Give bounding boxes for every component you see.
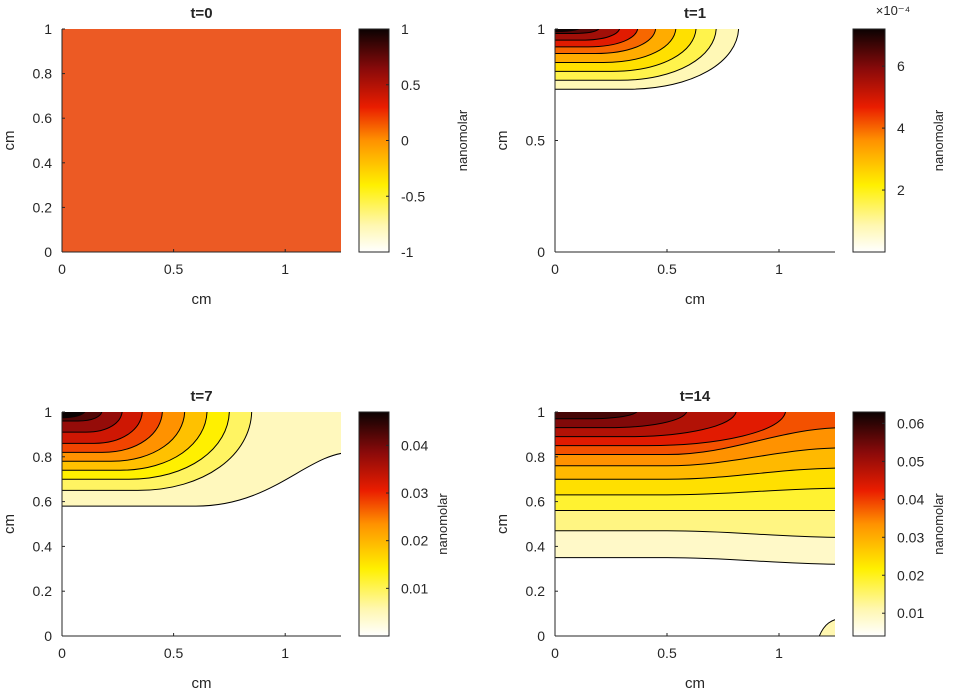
colorbar — [358, 28, 390, 253]
x-tick-label: 0 — [551, 645, 559, 661]
colorbar-tick-label: -0.5 — [401, 188, 425, 204]
y-tick-label: 0.4 — [33, 538, 53, 554]
colorbar-tick-label: 0.05 — [897, 453, 924, 469]
colorbar-tick-label: 1 — [401, 21, 409, 37]
y-tick-label: 0.5 — [526, 133, 546, 149]
plot-area — [62, 29, 341, 252]
colorbar-tick-label: 0.02 — [401, 533, 428, 549]
y-tick-label: 0.4 — [526, 538, 546, 554]
y-tick-label: 1 — [537, 404, 545, 420]
colorbar-label: nanomolar — [435, 493, 450, 555]
contour-peak — [62, 412, 86, 419]
contour-peak — [555, 29, 580, 33]
colorbar — [358, 411, 390, 637]
colorbar — [852, 28, 886, 253]
contour-panel-1: 0 0.5 1 0 0.2 0.4 0.6 0.8 1 t=0 cm cm -1 -0.5 0 0.5 1 nan… — [1, 5, 470, 308]
y-tick-label: 1 — [44, 21, 52, 37]
plot-area — [555, 412, 835, 636]
x-axis-label: cm — [192, 291, 212, 308]
colorbar — [852, 411, 886, 637]
y-tick-label: 1 — [537, 21, 545, 37]
plot-area — [62, 412, 341, 636]
colorbar-tick-label: -1 — [401, 244, 414, 260]
colorbar-tick-label: 2 — [897, 182, 905, 198]
y-tick-label: 0.6 — [33, 110, 53, 126]
y-tick-label: 0.4 — [33, 155, 53, 171]
plot-title: t=1 — [684, 5, 706, 22]
y-tick-label: 0 — [537, 628, 545, 644]
plot-title: t=0 — [190, 5, 212, 22]
y-tick-label: 1 — [44, 404, 52, 420]
y-axis-label: cm — [1, 514, 18, 534]
x-tick-label: 0 — [551, 261, 559, 277]
x-axis-label: cm — [192, 675, 212, 692]
colorbar-tick-label: 4 — [897, 120, 905, 136]
colorbar-tick-label: 0.04 — [897, 491, 924, 507]
y-tick-label: 0.2 — [526, 583, 546, 599]
y-axis-label: cm — [494, 131, 511, 151]
colorbar-tick-label: 6 — [897, 58, 905, 74]
y-tick-label: 0.8 — [33, 449, 53, 465]
plot-area — [555, 29, 835, 252]
x-tick-label: 1 — [281, 645, 289, 661]
colorbar-label: nanomolar — [931, 493, 946, 555]
x-axis-label: cm — [685, 675, 705, 692]
y-tick-label: 0.6 — [526, 494, 546, 510]
colorbar-tick-label: 0.01 — [897, 605, 924, 621]
contour-band-11 — [555, 412, 638, 420]
colorbar-tick-label: 0.01 — [401, 580, 428, 596]
x-tick-label: 0.5 — [657, 261, 677, 277]
contour-panel-4: 0 0.5 1 0 0.2 0.4 0.6 0.8 1 t=14 cm cm 0.01 0.02 0.03 0… — [494, 388, 946, 692]
y-tick-label: 0.2 — [33, 583, 53, 599]
colorbar-exponent: ×10⁻⁴ — [876, 3, 911, 18]
y-axis-label: cm — [494, 514, 511, 534]
x-tick-label: 0.5 — [657, 645, 677, 661]
colorbar-label: nanomolar — [931, 109, 946, 171]
x-tick-label: 1 — [775, 645, 783, 661]
plot-title: t=7 — [190, 388, 212, 405]
colorbar-tick-label: 0.5 — [401, 77, 421, 93]
y-axis-label: cm — [1, 131, 18, 151]
x-axis-label: cm — [685, 291, 705, 308]
x-tick-label: 0.5 — [164, 261, 184, 277]
x-tick-label: 0 — [58, 645, 66, 661]
colorbar-tick-label: 0.03 — [401, 485, 428, 501]
colorbar-tick-label: 0.06 — [897, 415, 924, 431]
y-tick-label: 0 — [44, 244, 52, 260]
plot-title: t=14 — [680, 388, 711, 405]
y-tick-label: 0.8 — [33, 66, 53, 82]
x-tick-label: 0.5 — [164, 645, 184, 661]
y-tick-label: 0 — [537, 244, 545, 260]
x-tick-label: 1 — [775, 261, 783, 277]
corner-contour — [818, 619, 835, 636]
colorbar-label: nanomolar — [455, 109, 470, 171]
x-tick-label: 1 — [281, 261, 289, 277]
colorbar-tick-label: 0.02 — [897, 567, 924, 583]
y-tick-label: 0.2 — [33, 199, 53, 215]
contour-panel-3: 0 0.5 1 0 0.2 0.4 0.6 0.8 1 t=7 cm cm 0.01 0.02 0.03 0.… — [1, 388, 450, 692]
colorbar-tick-label: 0 — [401, 133, 409, 149]
x-tick-label: 0 — [58, 261, 66, 277]
colorbar-tick-label: 0.03 — [897, 529, 924, 545]
y-tick-label: 0.6 — [33, 494, 53, 510]
y-tick-label: 0.8 — [526, 449, 546, 465]
contour-panel-2: 0 0.5 1 0 0.5 1 t=1 cm cm 2 4 6 ×10⁻⁴ nanomolar — [494, 3, 946, 308]
colorbar-tick-label: 0.04 — [401, 437, 428, 453]
y-tick-label: 0 — [44, 628, 52, 644]
uniform-field — [62, 29, 341, 252]
